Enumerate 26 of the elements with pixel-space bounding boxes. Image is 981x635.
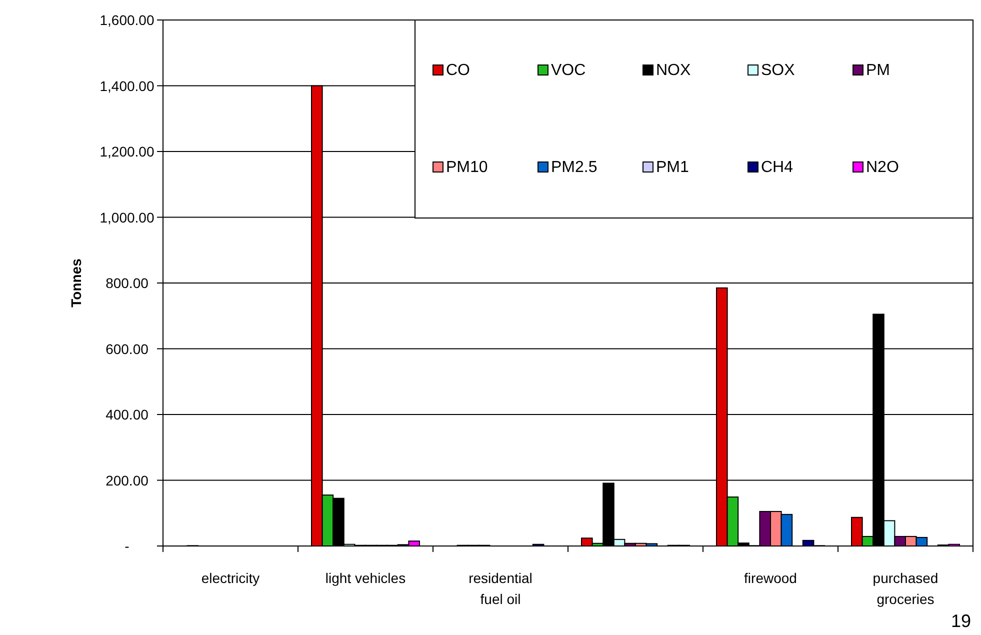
y-axis-title: Tonnes [68, 258, 84, 308]
x-tick-label: purchased groceries [872, 570, 938, 607]
legend-label: VOC [551, 62, 586, 79]
y-tick-label: 1,600.00 [100, 12, 154, 28]
legend-label: N2O [866, 159, 899, 176]
y-tick-label: 400.00 [106, 406, 149, 422]
legend-label: PM2.5 [551, 159, 598, 176]
y-tick-label: 800.00 [106, 275, 149, 291]
x-tick-label: firewood [744, 570, 797, 586]
x-tick-label: residential fuel oil [468, 570, 532, 607]
x-tick-label: light vehicles [325, 570, 406, 586]
legend-label: PM10 [446, 159, 488, 176]
legend-label: NOX [656, 62, 691, 79]
y-tick-label: 1,000.00 [100, 209, 154, 226]
legend-label: CH4 [761, 159, 794, 176]
legend-label: SOX [761, 62, 796, 79]
legend-label: PM [866, 62, 890, 79]
legend-label: PM1 [656, 159, 689, 176]
text: 19 [950, 611, 971, 631]
y-tick-label: 1,400.00 [100, 78, 154, 94]
y-tick-label: 200.00 [106, 472, 149, 488]
y-tick-label: 600.00 [106, 340, 149, 357]
y-tick-label: - [124, 538, 130, 554]
x-tick-label: electricity [201, 570, 260, 586]
y-tick-label: 1,200.00 [100, 144, 154, 160]
legend-label: CO [446, 62, 470, 79]
